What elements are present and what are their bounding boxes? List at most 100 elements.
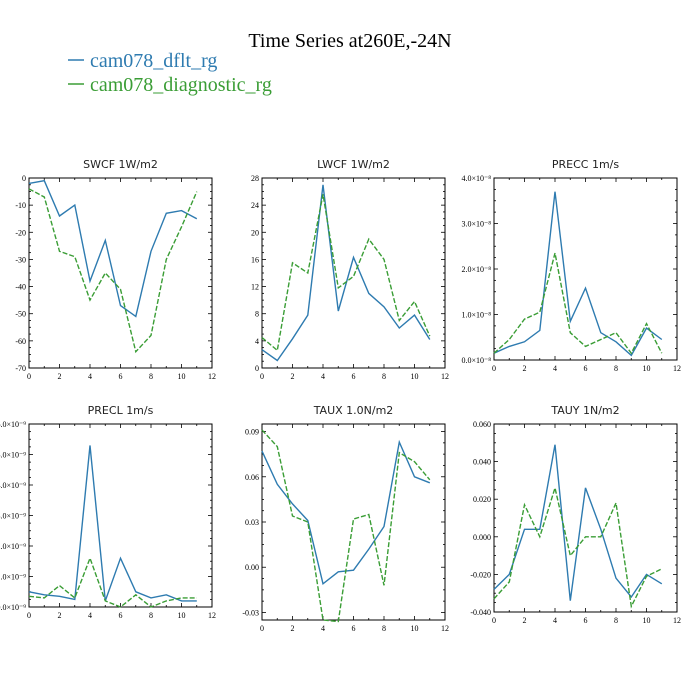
panel-title: PRECC 1m/s: [552, 158, 620, 171]
y-tick-label: 0: [22, 174, 26, 183]
y-tick-label: 4: [255, 337, 259, 346]
panel-6: TAUY 1N/m2 0 2 4 6 8 10 12 -0.040 -0.020 0.000 0.02…: [470, 404, 681, 625]
x-tick-label: 4: [553, 364, 557, 373]
x-tick-label: 12: [441, 372, 449, 381]
y-tick-label: 16: [251, 255, 259, 264]
x-tick-label: 12: [208, 611, 216, 620]
y-tick-label: -20: [15, 228, 26, 237]
x-tick-label: 2: [291, 372, 295, 381]
series-line-dflt: [28, 445, 197, 602]
x-tick-label: 12: [673, 364, 681, 373]
x-tick-label: 8: [149, 611, 153, 620]
series-line-dflt: [261, 439, 431, 586]
y-tick-label: 3.0×10⁻⁸: [461, 220, 491, 229]
y-tick-label: 0.060: [473, 420, 491, 429]
panel-title: PRECL 1m/s: [88, 404, 154, 417]
legend-label-dflt: cam078_dflt_rg: [90, 50, 217, 72]
legend: cam078_dflt_rg cam078_diagnostic_rg: [68, 50, 272, 96]
x-tick-label: 2: [523, 364, 527, 373]
x-tick-label: 6: [352, 624, 356, 633]
panel-title: LWCF 1W/m2: [317, 158, 390, 171]
x-tick-label: 12: [208, 372, 216, 381]
plot-frame: [28, 177, 213, 369]
x-tick-label: 6: [119, 372, 123, 381]
y-tick-label: 20: [251, 228, 259, 237]
panel-3: PRECC 1m/s 0 2 4 6 8 10 12 0.0×10⁻⁸ 1.0×10⁻⁸ 2.0×1…: [461, 158, 681, 373]
y-tick-label: 6.0×10⁻⁹: [0, 420, 26, 429]
panels: SWCF 1W/m20 2 4 6 8 10 12-70-60-50-40-30-20-10…: [0, 158, 681, 633]
series-line-dflt: [493, 444, 663, 601]
x-tick-label: 6: [584, 616, 588, 625]
panel-4: PRECL 1m/s 0 2 4 6 8 10 12 0.0×10⁻⁹ 1.0×10⁻⁹ 2.0×1…: [0, 404, 216, 620]
series-line-diagnostic: [493, 485, 663, 609]
y-tick-label: 0.0×10⁻⁹: [0, 603, 26, 612]
series-line-diagnostic: [493, 252, 663, 355]
panel-title: SWCF 1W/m2: [83, 158, 158, 171]
x-tick-label: 8: [382, 372, 386, 381]
x-tick-label: 0: [27, 611, 31, 620]
x-tick-label: 4: [321, 372, 325, 381]
x-tick-label: 0: [27, 372, 31, 381]
x-tick-label: 4: [321, 624, 325, 633]
x-tick-label: 0: [492, 364, 496, 373]
x-tick-label: 2: [58, 611, 62, 620]
x-tick-label: 10: [643, 616, 651, 625]
series-line-dflt: [261, 184, 431, 362]
y-tick-label: 24: [251, 201, 259, 210]
x-tick-label: 6: [352, 372, 356, 381]
y-tick-label: -0.020: [470, 570, 491, 579]
y-tick-label: 8: [255, 310, 259, 319]
x-tick-label: 10: [178, 611, 186, 620]
x-tick-label: 4: [553, 616, 557, 625]
y-tick-label: 1.0×10⁻⁹: [0, 573, 26, 582]
y-tick-label: 0.020: [473, 495, 491, 504]
x-tick-label: 2: [291, 624, 295, 633]
legend-label-diagnostic: cam078_diagnostic_rg: [90, 74, 272, 96]
y-tick-label: 2.0×10⁻⁹: [0, 542, 26, 551]
x-tick-label: 4: [88, 372, 92, 381]
panel-1: SWCF 1W/m2 0 2 4 6 8 10 12 -70 -60 -50 -40 -30 -20 -10…: [15, 158, 216, 381]
series-line-diagnostic: [261, 429, 431, 623]
y-tick-label: 0: [255, 364, 259, 373]
series-line-diagnostic: [28, 188, 198, 354]
plot-frame: [493, 177, 678, 361]
x-tick-label: 0: [260, 624, 264, 633]
y-tick-label: 1.0×10⁻⁸: [461, 311, 491, 320]
y-tick-label: -10: [15, 201, 26, 210]
x-tick-label: 8: [149, 372, 153, 381]
y-tick-label: -0.040: [470, 608, 491, 617]
y-tick-label: -60: [15, 337, 26, 346]
panel-title: TAUX 1.0N/m2: [313, 404, 394, 417]
x-tick-label: 8: [382, 624, 386, 633]
y-tick-label: 0.000: [473, 533, 491, 542]
y-tick-label: -40: [15, 283, 26, 292]
y-tick-label: 0.0×10⁻⁸: [461, 356, 491, 365]
y-tick-label: -30: [15, 255, 26, 264]
panel-5: TAUX 1.0N/m2 0 2 4 6 8 10 12 -0.03 0.00 0.03 0.06 0.…: [242, 404, 449, 633]
y-tick-label: 0.040: [473, 458, 491, 467]
series-line-dflt: [28, 179, 198, 318]
y-tick-label: 4.0×10⁻⁹: [0, 481, 26, 490]
plot-frame: [261, 177, 446, 369]
y-tick-label: -0.03: [242, 608, 259, 617]
x-tick-label: 2: [523, 616, 527, 625]
series-line-diagnostic: [28, 556, 197, 608]
x-tick-label: 4: [88, 611, 92, 620]
y-tick-label: 2.0×10⁻⁸: [461, 265, 491, 274]
x-tick-label: 10: [411, 372, 419, 381]
y-tick-label: 3.0×10⁻⁹: [0, 512, 26, 521]
x-tick-label: 10: [411, 624, 419, 633]
y-tick-label: 12: [251, 283, 259, 292]
y-tick-label: 0.03: [245, 518, 259, 527]
y-tick-label: -50: [15, 310, 26, 319]
y-tick-label: 0.06: [245, 473, 259, 482]
y-tick-label: 0.00: [245, 563, 259, 572]
y-tick-label: 4.0×10⁻⁸: [461, 174, 491, 183]
x-tick-label: 0: [492, 616, 496, 625]
y-tick-label: 28: [251, 174, 259, 183]
x-tick-label: 0: [260, 372, 264, 381]
x-tick-label: 10: [178, 372, 186, 381]
y-tick-label: 5.0×10⁻⁹: [0, 451, 26, 460]
